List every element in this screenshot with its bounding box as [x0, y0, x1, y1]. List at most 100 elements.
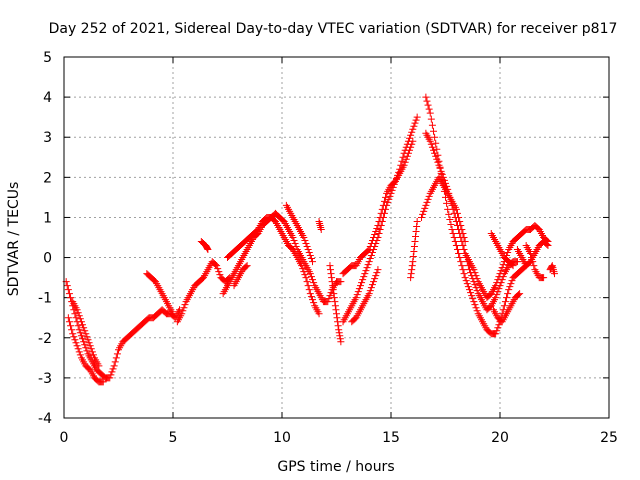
data-point — [472, 304, 480, 312]
data-point — [473, 307, 481, 315]
data-point — [447, 220, 455, 228]
satellite-track-13 — [339, 113, 421, 326]
y-tick-label: -2 — [38, 331, 52, 347]
data-point — [428, 121, 436, 129]
data-point — [431, 133, 439, 141]
data-point — [176, 306, 184, 314]
data-point — [471, 301, 479, 309]
data-point — [449, 229, 457, 237]
data-point — [473, 287, 481, 295]
data-point — [471, 269, 479, 277]
satellite-track-1 — [62, 278, 184, 382]
data-point — [80, 338, 88, 346]
data-point — [300, 268, 308, 276]
data-point — [99, 378, 107, 386]
data-point — [310, 279, 318, 287]
data-point — [428, 143, 436, 151]
data-point — [307, 255, 315, 263]
data-point — [301, 237, 309, 245]
data-point — [65, 318, 73, 326]
data-point — [410, 243, 418, 251]
data-point — [302, 240, 310, 248]
data-point — [307, 273, 315, 281]
data-point — [407, 131, 415, 139]
data-point — [453, 209, 461, 217]
data-point — [71, 310, 79, 318]
data-point — [504, 290, 512, 298]
y-tick-label: -1 — [38, 291, 52, 307]
satellite-track-6 — [197, 238, 212, 254]
data-point — [467, 289, 475, 297]
grid-lines — [64, 57, 609, 418]
data-point — [336, 335, 344, 343]
data-point — [418, 213, 426, 221]
data-point — [74, 309, 82, 317]
satellite-track-12 — [326, 262, 345, 346]
data-point — [79, 321, 87, 329]
data-point — [427, 115, 435, 123]
data-point — [303, 243, 311, 251]
satellite-track-19 — [418, 173, 469, 246]
data-point — [420, 207, 428, 215]
data-point — [463, 280, 471, 288]
data-point — [494, 276, 502, 284]
data-point — [304, 246, 312, 254]
data-point — [84, 336, 92, 344]
data-point — [432, 139, 440, 147]
data-point — [492, 294, 500, 302]
data-point — [445, 210, 453, 218]
data-point — [493, 327, 501, 335]
data-point — [373, 269, 381, 277]
data-point — [380, 197, 388, 205]
data-point — [300, 234, 308, 241]
data-point — [432, 152, 440, 160]
data-point — [407, 274, 415, 282]
data-point — [324, 298, 332, 306]
data-point — [309, 258, 317, 266]
data-point — [433, 145, 441, 153]
data-point — [458, 262, 466, 270]
data-point — [335, 326, 343, 334]
data-point — [74, 322, 82, 330]
data-point — [327, 270, 335, 278]
data-point — [456, 217, 464, 225]
data-point — [106, 374, 114, 382]
data-point — [496, 270, 504, 278]
data-point — [425, 105, 433, 113]
data-point — [443, 199, 451, 207]
data-point — [452, 242, 460, 250]
data-point — [367, 284, 375, 292]
data-point — [379, 201, 387, 209]
data-point — [365, 246, 373, 254]
data-point — [75, 348, 83, 356]
data-point — [431, 149, 439, 157]
data-point — [298, 262, 306, 270]
data-point — [180, 304, 188, 312]
data-point — [456, 254, 464, 262]
data-point — [81, 341, 89, 349]
satellite-track-18 — [422, 129, 521, 314]
data-point — [75, 312, 83, 320]
data-point — [508, 261, 516, 269]
data-point — [179, 307, 187, 315]
data-point — [108, 368, 116, 376]
data-point — [63, 282, 71, 290]
x-tick-label: 25 — [600, 430, 618, 446]
data-point — [470, 266, 478, 274]
satellite-track-8 — [224, 213, 323, 318]
data-point — [335, 329, 343, 337]
data-point — [299, 265, 307, 273]
x-tick-label: 10 — [273, 430, 291, 446]
data-point — [544, 242, 552, 250]
data-point — [368, 237, 376, 245]
data-point — [304, 282, 312, 290]
data-point — [408, 266, 416, 274]
data-point — [403, 152, 411, 160]
data-point — [458, 225, 466, 233]
data-point — [107, 371, 115, 379]
data-point — [409, 258, 417, 266]
data-point — [362, 267, 370, 275]
data-point — [421, 204, 429, 212]
data-point — [386, 192, 394, 200]
